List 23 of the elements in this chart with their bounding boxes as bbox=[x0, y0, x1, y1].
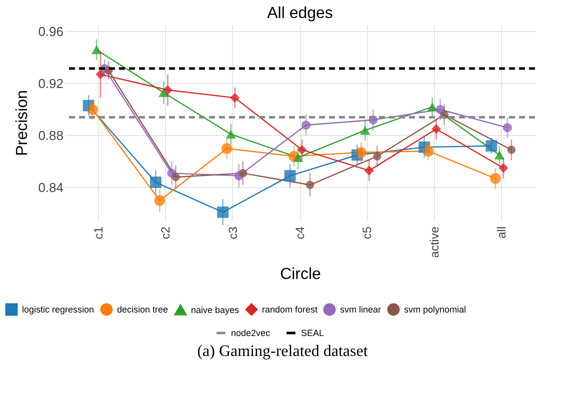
x-tick-label: c5 bbox=[360, 226, 374, 240]
x-axis-title: Circle bbox=[280, 266, 322, 283]
legend-label: random forest bbox=[262, 304, 318, 315]
x-tick-label: active bbox=[427, 226, 442, 258]
y-tick-label: 0.88 bbox=[38, 128, 64, 143]
y-tick-label: 0.92 bbox=[38, 76, 64, 91]
legend-label: decision tree bbox=[117, 304, 168, 315]
y-axis-title: Precision bbox=[14, 90, 32, 156]
x-tick-label: c3 bbox=[226, 226, 240, 240]
legend-label: SEAL bbox=[301, 328, 324, 338]
text: (a) Gaming-related dataset bbox=[196, 343, 369, 361]
x-tick-label: c1 bbox=[92, 226, 106, 240]
y-tick-label: 0.96 bbox=[38, 24, 64, 39]
x-tick-label: c2 bbox=[158, 226, 173, 240]
x-tick-label: c4 bbox=[293, 226, 307, 240]
legend-label: naive bayes bbox=[191, 304, 240, 315]
legend-label: svm linear bbox=[340, 304, 382, 315]
x-tick-label: all bbox=[494, 226, 508, 239]
legend-label: svm polynomial bbox=[404, 304, 466, 315]
legend-label: logistic regression bbox=[22, 304, 94, 315]
y-tick-label: 0.84 bbox=[38, 180, 64, 195]
legend-label: node2vec bbox=[231, 328, 271, 338]
chart-title: All edges bbox=[267, 5, 333, 22]
